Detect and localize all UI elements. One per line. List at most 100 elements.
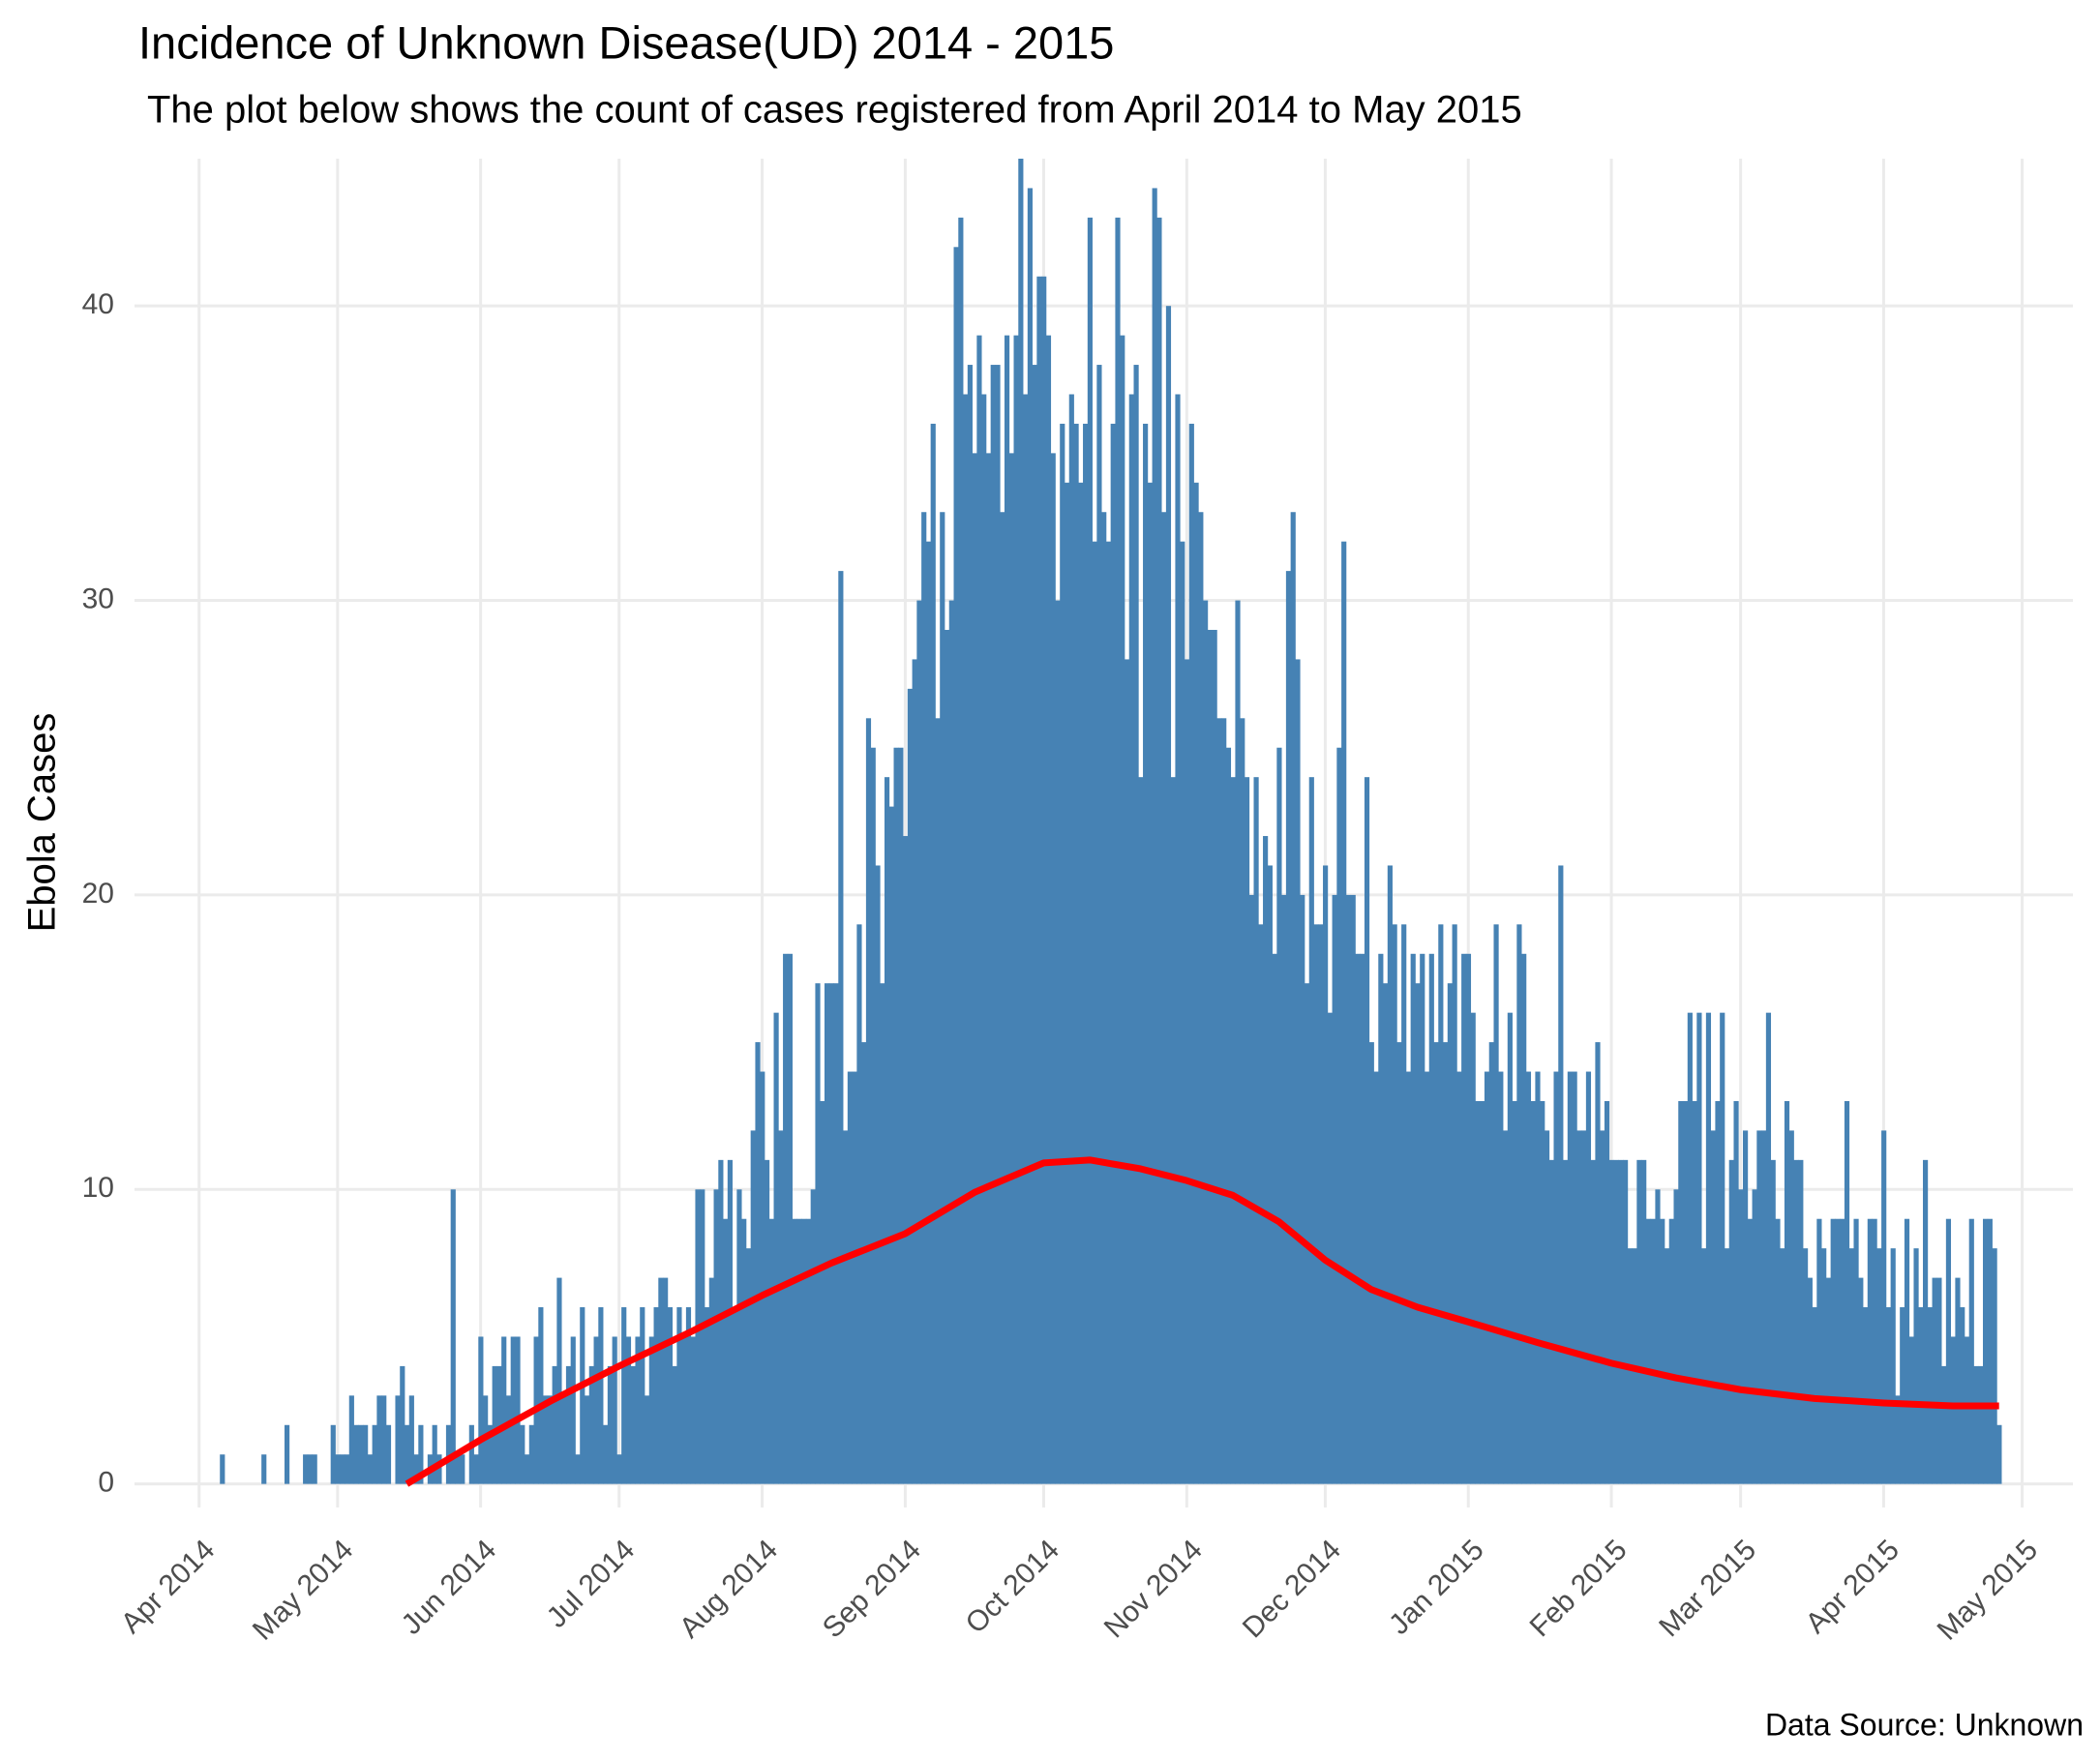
bar [1525, 1071, 1532, 1484]
bar [1761, 1130, 1767, 1484]
x-tick-label: May 2015 [1932, 1534, 2044, 1646]
bar [888, 806, 894, 1484]
bar [1567, 1071, 1573, 1484]
bar [1553, 1071, 1559, 1484]
bar [708, 1277, 714, 1484]
bar [1904, 1218, 1910, 1484]
bar [685, 1307, 692, 1484]
bar [745, 1248, 752, 1484]
bar [1032, 365, 1037, 1484]
bar [1410, 953, 1416, 1484]
x-tick-label: Sep 2014 [817, 1534, 927, 1644]
bar [1461, 953, 1467, 1484]
bar [1221, 718, 1227, 1484]
bar [1950, 1336, 1956, 1484]
bar [856, 924, 862, 1484]
bar [1420, 953, 1425, 1484]
bar [261, 1454, 267, 1484]
bar [1443, 1042, 1449, 1484]
bar [713, 1189, 719, 1484]
bar [1968, 1218, 1974, 1484]
bar [1572, 1071, 1577, 1484]
bar [1008, 453, 1014, 1484]
bar [1285, 571, 1292, 1484]
bar [1378, 953, 1384, 1484]
bar [404, 1424, 410, 1484]
bar [1175, 394, 1181, 1484]
bar [1110, 423, 1116, 1484]
bar [1890, 1248, 1896, 1484]
bar [1576, 1130, 1582, 1484]
bar [1900, 1307, 1905, 1484]
bar [561, 1395, 567, 1484]
bar [1230, 777, 1236, 1484]
bar [1960, 1307, 1965, 1484]
bar [1184, 659, 1190, 1484]
bar [640, 1307, 645, 1484]
bar [450, 1189, 456, 1484]
y-tick-label: 30 [82, 582, 114, 614]
bar [593, 1336, 599, 1484]
chart-title: Incidence of Unknown Disease(UD) 2014 - … [138, 16, 1114, 68]
bar [1161, 512, 1167, 1484]
trend-line [405, 1156, 1999, 1487]
bar [478, 1336, 484, 1484]
bar [1433, 1042, 1439, 1484]
bar [667, 1307, 673, 1484]
bar [912, 659, 917, 1484]
bar [1198, 512, 1204, 1484]
bar [1484, 1071, 1490, 1484]
bar [778, 1130, 784, 1484]
bar [1715, 1100, 1721, 1484]
bar [376, 1395, 382, 1484]
bar [1188, 423, 1194, 1484]
bar [796, 1218, 802, 1484]
bar [1060, 423, 1065, 1484]
bar [1064, 482, 1070, 1484]
bar [565, 1365, 572, 1484]
bar [944, 629, 950, 1484]
bar [1581, 1130, 1587, 1484]
bar [1507, 1012, 1513, 1484]
bar [723, 1218, 729, 1484]
x-tick-label: Apr 2014 [115, 1534, 221, 1639]
bar [1872, 1218, 1877, 1484]
bar [1336, 747, 1342, 1484]
bar [621, 1307, 627, 1484]
bar [1401, 924, 1407, 1484]
bar [1138, 777, 1144, 1484]
bar [1193, 482, 1199, 1484]
bar [1604, 1100, 1610, 1484]
bar [1263, 836, 1269, 1484]
bar [1143, 423, 1149, 1484]
bar [963, 394, 969, 1484]
bar [1383, 983, 1389, 1484]
bar [1724, 1248, 1730, 1484]
bar [1327, 1012, 1333, 1484]
bar [1212, 629, 1217, 1484]
bar [1368, 1042, 1374, 1484]
bar [805, 1218, 812, 1484]
bar [773, 1012, 779, 1484]
bar [1655, 1189, 1661, 1484]
bar [1765, 1012, 1772, 1484]
bar [1673, 1189, 1679, 1484]
bar [1392, 924, 1397, 1484]
bar [1840, 1218, 1845, 1484]
bar [1128, 394, 1134, 1484]
y-tick-label: 40 [82, 288, 114, 320]
bar [1323, 865, 1329, 1484]
bar [520, 1424, 525, 1484]
bar [395, 1395, 401, 1484]
bar [1964, 1336, 1970, 1484]
bar [1720, 1012, 1725, 1484]
bar [940, 512, 945, 1484]
bar [552, 1365, 557, 1484]
bar [1493, 924, 1499, 1484]
bar [340, 1454, 345, 1484]
bar [220, 1454, 225, 1484]
bar [1498, 1071, 1504, 1484]
bar [1747, 1218, 1753, 1484]
bar [847, 1071, 853, 1484]
